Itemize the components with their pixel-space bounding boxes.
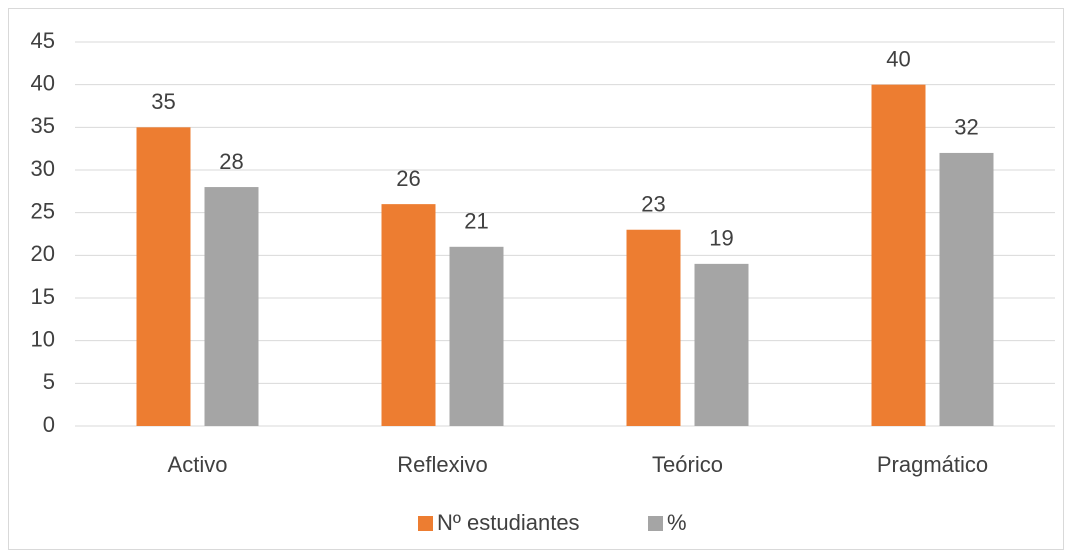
y-tick-label: 15 (31, 284, 55, 309)
bar (136, 127, 191, 426)
y-tick-label: 40 (31, 70, 55, 95)
data-label: 35 (151, 89, 175, 114)
data-label: 23 (641, 192, 665, 217)
x-tick-label: Activo (168, 452, 228, 477)
y-tick-label: 30 (31, 156, 55, 181)
y-tick-label: 35 (31, 113, 55, 138)
bar (449, 246, 504, 426)
y-tick-label: 25 (31, 198, 55, 223)
bar (381, 204, 436, 426)
legend-label: % (667, 510, 687, 535)
data-label: 32 (954, 115, 978, 140)
x-tick-label: Pragmático (877, 452, 988, 477)
x-tick-label: Teórico (652, 452, 723, 477)
bar (939, 152, 994, 426)
legend-label: Nº estudiantes (437, 510, 580, 535)
x-tick-label: Reflexivo (397, 452, 487, 477)
y-tick-label: 10 (31, 326, 55, 351)
data-label: 28 (219, 149, 243, 174)
data-label: 21 (464, 209, 488, 234)
y-tick-label: 5 (43, 369, 55, 394)
y-tick-label: 45 (31, 28, 55, 53)
bar (871, 84, 926, 427)
legend-swatch (418, 516, 433, 531)
y-tick-label: 20 (31, 241, 55, 266)
data-label: 40 (886, 46, 910, 71)
y-tick-label: 0 (43, 412, 55, 437)
bar (626, 229, 681, 426)
bar (694, 263, 749, 426)
data-label: 26 (396, 166, 420, 191)
data-label: 19 (709, 226, 733, 251)
legend-swatch (648, 516, 663, 531)
bar (204, 187, 259, 426)
